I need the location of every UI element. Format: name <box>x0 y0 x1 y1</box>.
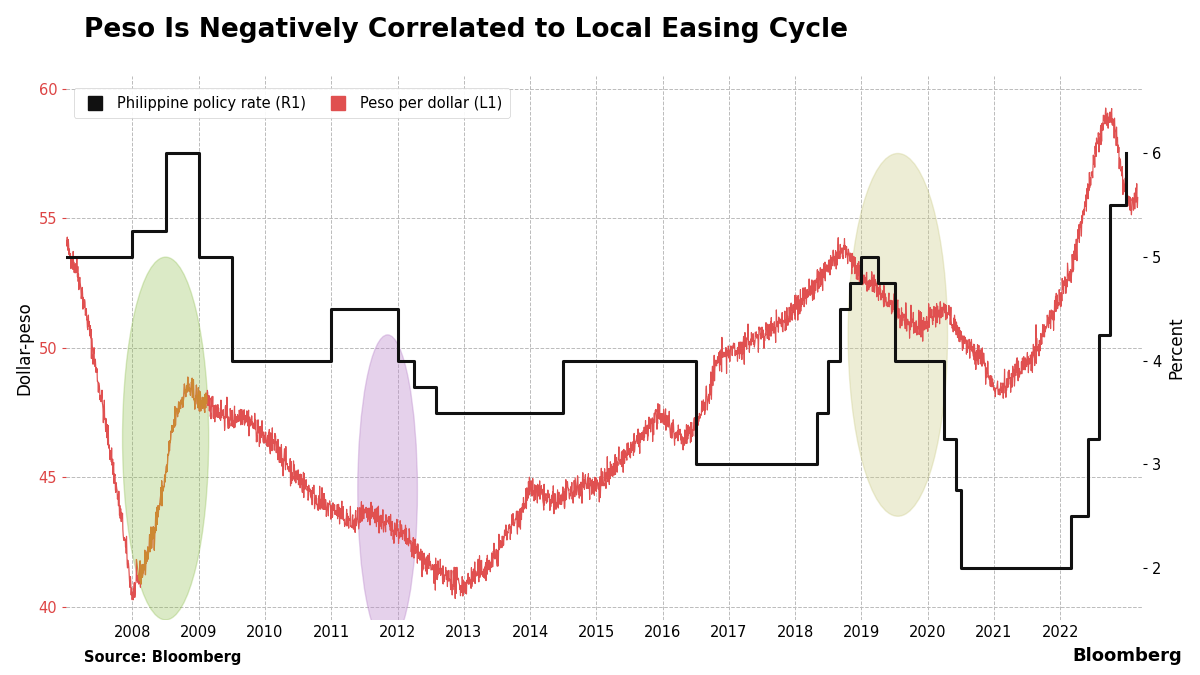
Text: Peso Is Negatively Correlated to Local Easing Cycle: Peso Is Negatively Correlated to Local E… <box>84 17 848 43</box>
Legend: Philippine policy rate (R1), Peso per dollar (L1): Philippine policy rate (R1), Peso per do… <box>73 88 510 118</box>
Ellipse shape <box>122 257 209 620</box>
Ellipse shape <box>358 335 418 646</box>
Y-axis label: Dollar-peso: Dollar-peso <box>14 301 34 395</box>
Y-axis label: Percent: Percent <box>1166 317 1186 379</box>
Ellipse shape <box>848 153 948 516</box>
Text: Bloomberg: Bloomberg <box>1073 647 1182 665</box>
Text: Source: Bloomberg: Source: Bloomberg <box>84 650 241 665</box>
